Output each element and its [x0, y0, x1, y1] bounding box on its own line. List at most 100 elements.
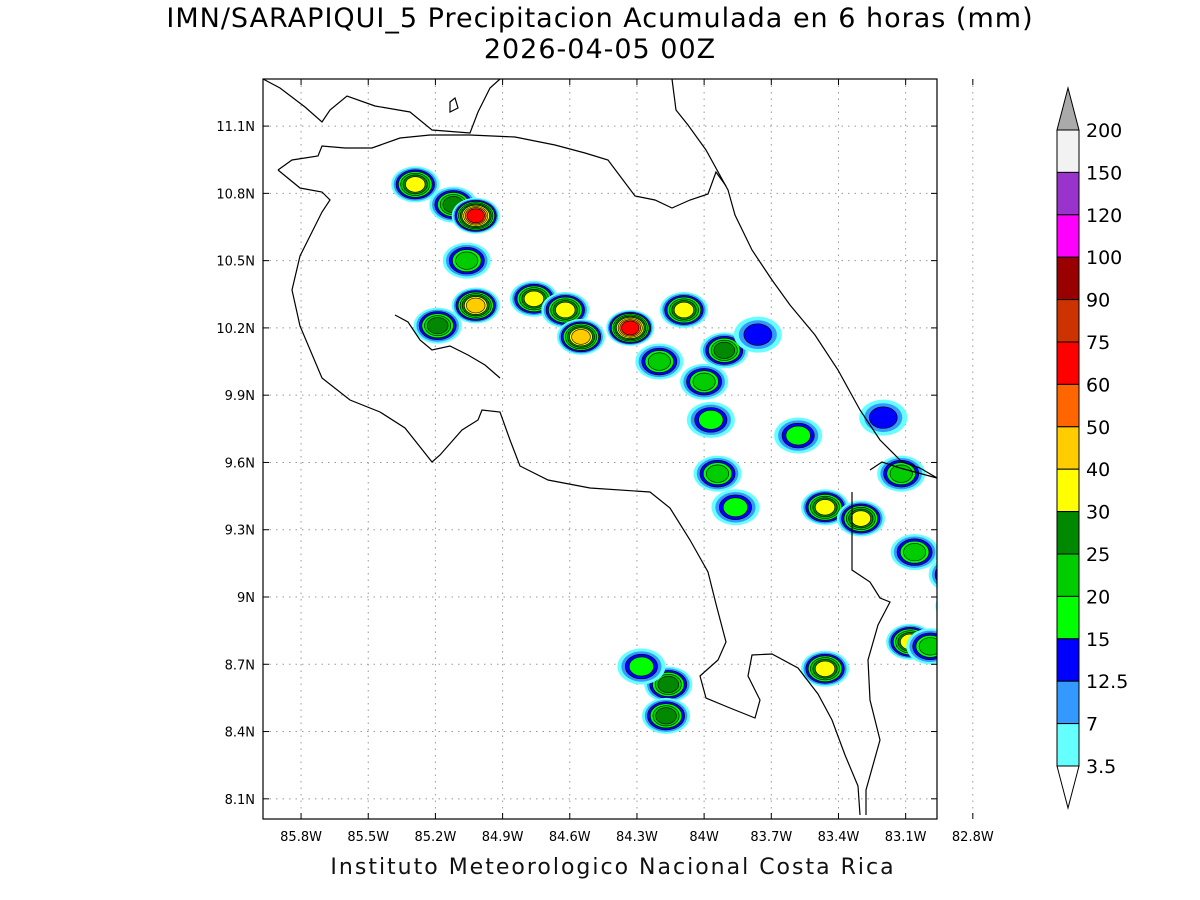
lon-tick-label: 83.1W	[885, 830, 927, 845]
precip-cell	[935, 599, 937, 613]
precip-contour	[957, 705, 999, 736]
isla-calero	[449, 96, 459, 113]
precip-contour	[985, 643, 1028, 676]
colorbar-swatch	[1056, 299, 1080, 343]
lon-tick-label: 82.8W	[952, 830, 994, 845]
precip-cell	[906, 628, 937, 665]
precip-contour	[555, 301, 576, 319]
coastline-caribbean-east	[671, 79, 937, 479]
precip-cell	[451, 197, 500, 234]
precip-contour	[466, 208, 485, 224]
colorbar-swatch	[1056, 553, 1080, 597]
colorbar-swatch	[1056, 256, 1080, 301]
precip-contour	[814, 660, 836, 677]
precip-cell	[774, 417, 823, 454]
precip-contour	[405, 176, 426, 193]
precip-contour	[973, 691, 1008, 718]
coastline-caribbean	[263, 79, 501, 134]
precip-contour	[938, 564, 967, 586]
colorbar-over-arrow	[1056, 86, 1080, 131]
lat-tick-label: 8.4N	[225, 726, 255, 741]
precip-cell	[967, 687, 1015, 723]
lon-tick-label: 83.4W	[818, 830, 860, 845]
colorbar-swatch	[1056, 638, 1080, 682]
precip-cell	[391, 166, 440, 203]
precip-contour	[647, 352, 671, 371]
colorbar-label: 40	[1086, 459, 1110, 481]
precip-cell	[693, 455, 742, 492]
lat-tick-label: 10.8N	[216, 187, 255, 202]
graticule-grid	[263, 79, 974, 819]
lon-tick-label: 84W	[689, 830, 719, 845]
coastline-borders	[263, 79, 937, 816]
precip-contour	[970, 689, 1012, 720]
precip-contour	[976, 694, 1005, 716]
precip-contour	[966, 712, 988, 729]
colorbar-label: 60	[1086, 374, 1110, 396]
precip-cell	[413, 307, 462, 344]
precip-contour	[918, 637, 937, 656]
precip-contour	[698, 410, 724, 430]
precip-cell	[859, 399, 908, 436]
precip-contour	[903, 543, 927, 562]
colorbar-label: 120	[1086, 205, 1122, 227]
lon-tick-label: 85.5W	[347, 830, 389, 845]
colorbar-swatch	[1056, 214, 1080, 258]
precip-cell	[711, 489, 760, 526]
precip-contour	[655, 707, 677, 725]
precip-contour	[934, 568, 937, 582]
precip-contour	[953, 702, 1001, 738]
lon-tick-label: 83.7W	[750, 830, 792, 845]
colorbar-swatch	[1056, 341, 1080, 385]
lon-tick-label: 85.2W	[415, 830, 457, 845]
precip-contour	[814, 499, 836, 516]
precip-contour	[673, 301, 695, 319]
precip-contour	[935, 599, 937, 613]
precip-contour	[980, 696, 1002, 713]
precip-cell	[890, 534, 937, 571]
precip-contour	[426, 317, 449, 335]
lat-tick-label: 9.9N	[225, 389, 255, 404]
precip-contour	[657, 676, 679, 693]
precip-cell	[541, 291, 590, 328]
lon-tick-label: 84.3W	[616, 830, 658, 845]
precip-contour	[994, 650, 1018, 669]
colorbar-swatch	[1056, 383, 1080, 428]
map-subtitle-time: 2026-04-05 00Z	[483, 34, 717, 65]
colorbar-under-arrow	[1056, 765, 1080, 810]
footer-credit: Instituto Meteorologico Nacional Costa R…	[330, 855, 896, 880]
colorbar-swatch	[1056, 129, 1080, 173]
precip-contour	[722, 497, 749, 518]
precip-cell	[686, 401, 735, 438]
precip-contour	[982, 642, 1030, 678]
lon-tick-label: 84.9W	[482, 830, 524, 845]
lat-tick-label: 11.1N	[216, 120, 255, 135]
colorbar-swatch	[1056, 680, 1080, 725]
colorbar-label: 7	[1086, 714, 1098, 736]
precip-cell	[733, 316, 782, 353]
precip-contour	[706, 464, 730, 483]
precip-contour	[850, 510, 871, 527]
precip-cell	[680, 363, 729, 400]
precip-cell	[982, 642, 1030, 678]
colorbar-label: 20	[1086, 586, 1110, 608]
precip-contour	[523, 290, 545, 307]
colorbar-label: 12.5	[1086, 671, 1128, 693]
lat-tick-label: 9N	[237, 591, 255, 606]
lat-tick-label: 10.2N	[216, 322, 255, 337]
precip-contour	[466, 297, 486, 314]
colorbar-label: 90	[1086, 290, 1110, 312]
precip-contour	[960, 707, 995, 734]
precip-cell	[429, 186, 478, 223]
colorbar-swatch	[1056, 468, 1080, 513]
panama-border	[851, 492, 891, 815]
colorbar-swatch	[1056, 171, 1080, 216]
precip-contour	[621, 320, 640, 336]
colorbar-label: 15	[1086, 629, 1110, 651]
precip-cell	[642, 697, 691, 734]
axis-ticks: 85.8W 85.5W 85.2W 84.9W 84.6W 84.3W 84W 83.7W 83…	[216, 79, 994, 845]
colorbar-label: 75	[1086, 332, 1110, 354]
colorbar-swatch	[1056, 426, 1080, 470]
precip-contour	[628, 656, 654, 677]
precip-contour	[987, 645, 1026, 674]
